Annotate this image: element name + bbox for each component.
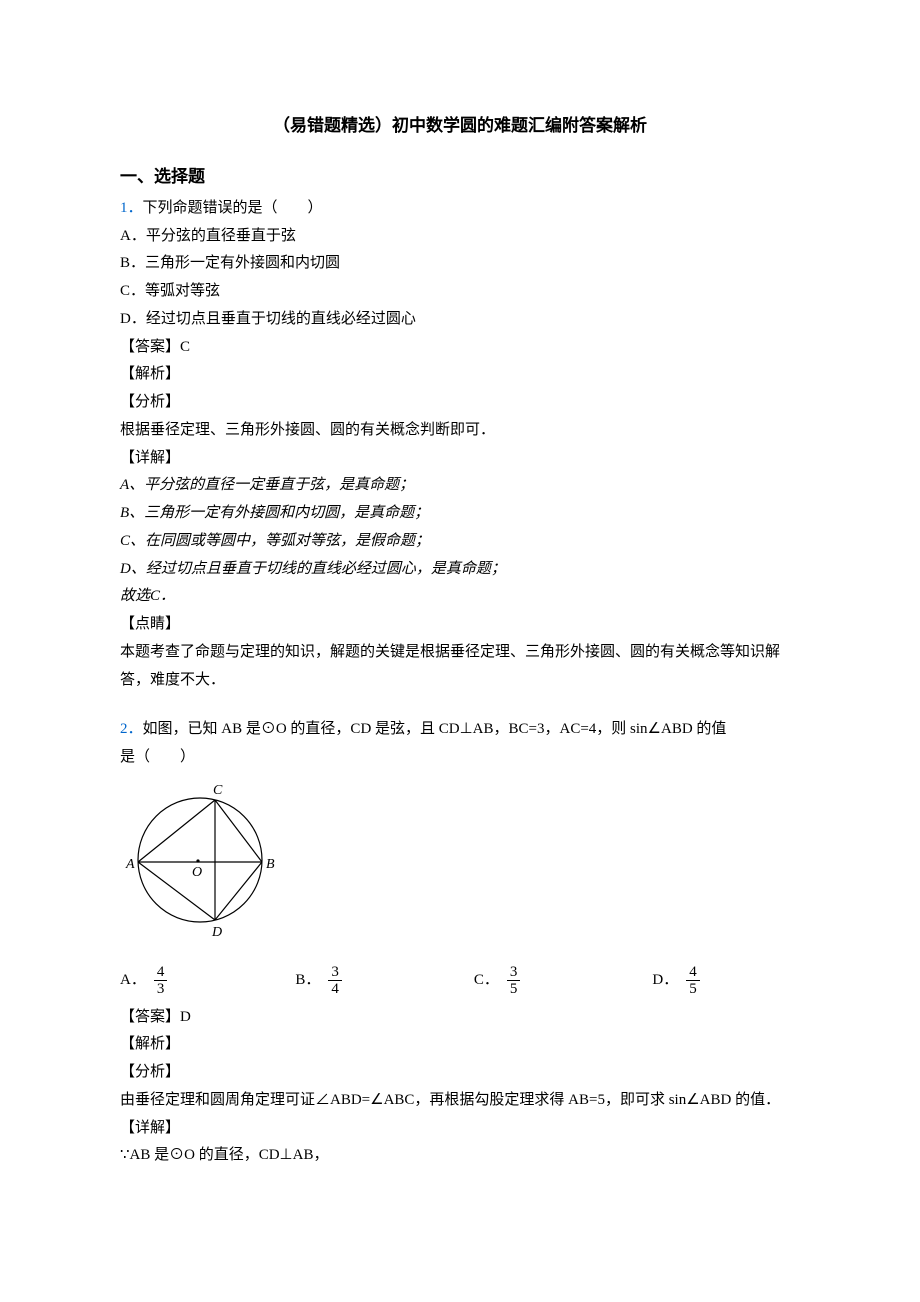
q1-opt-b: B．三角形一定有外接圆和内切圆 [120,250,800,278]
opt-d-frac: 45 [686,964,700,998]
q2-fenxi: 【分析】 [120,1059,800,1087]
q1-jiexi: 【解析】 [120,361,800,389]
q2-jiexi: 【解析】 [120,1031,800,1059]
q1-answer: 【答案】C [120,334,800,362]
q2-opt-a: A． 43 [120,964,169,998]
label-o: O [192,865,202,880]
q1-stem: 1．下列命题错误的是（ ） [120,195,800,223]
q1-dianjing: 【点睛】 [120,611,800,639]
q2-opt-b: B． 34 [295,964,344,998]
line-ac [138,800,215,862]
opt-c-label: C． [474,967,499,995]
q2-options: A． 43 B． 34 C． 35 D． 45 [120,964,800,998]
q1-fenxi-body: 根据垂径定理、三角形外接圆、圆的有关概念判断即可． [120,417,800,445]
q2-stem-line2: 是（ ） [120,744,800,772]
q1-fenxi: 【分析】 [120,389,800,417]
q1-detail-a: A、平分弦的直径一定垂直于弦，是真命题； [120,472,800,500]
q1-opt-c: C．等弧对等弦 [120,278,800,306]
label-a: A [125,857,135,872]
opt-b-label: B． [295,967,320,995]
section-heading: 一、选择题 [120,161,800,192]
q1-detail-d: D、经过切点且垂直于切线的直线必经过圆心，是真命题； [120,556,800,584]
opt-c-frac: 35 [507,964,521,998]
circle-diagram: C A B D O [120,780,290,945]
q2-xiangjie: 【详解】 [120,1115,800,1143]
opt-a-frac: 43 [154,964,168,998]
q1-opt-a: A．平分弦的直径垂直于弦 [120,223,800,251]
q1-number: 1． [120,200,143,216]
q2-stem-text-a: 如图，已知 AB 是⊙O 的直径，CD 是弦，且 CD⊥AB，BC=3，AC=4… [143,721,727,737]
q1-xiangjie: 【详解】 [120,445,800,473]
opt-b-frac: 34 [328,964,342,998]
q1-detail-b: B、三角形一定有外接圆和内切圆，是真命题； [120,500,800,528]
line-ad [138,862,215,920]
q2-figure: C A B D O [120,780,800,956]
q1-opt-d: D．经过切点且垂直于切线的直线必经过圆心 [120,306,800,334]
doc-title: （易错题精选）初中数学圆的难题汇编附答案解析 [120,110,800,141]
q2-step1: ∵AB 是⊙O 的直径，CD⊥AB， [120,1142,800,1170]
label-c: C [213,783,223,798]
q2-opt-d: D． 45 [652,964,701,998]
q1-conclusion: 故选C． [120,583,800,611]
label-d: D [211,925,222,940]
q2-answer: 【答案】D [120,1004,800,1032]
circle-o [138,798,262,922]
label-b: B [266,857,275,872]
q2-fenxi-body: 由垂径定理和圆周角定理可证∠ABD=∠ABC，再根据勾股定理求得 AB=5，即可… [120,1087,800,1115]
center-dot [196,859,199,862]
q1-dianjing-body: 本题考查了命题与定理的知识，解题的关键是根据垂径定理、三角形外接圆、圆的有关概念… [120,639,800,695]
line-bd [215,862,262,920]
q2-number: 2． [120,721,143,737]
opt-d-label: D． [652,967,678,995]
q2-opt-c: C． 35 [474,964,523,998]
q1-detail-c: C、在同圆或等圆中，等弧对等弦，是假命题； [120,528,800,556]
opt-a-label: A． [120,967,146,995]
q2-stem-line1: 2．如图，已知 AB 是⊙O 的直径，CD 是弦，且 CD⊥AB，BC=3，AC… [120,716,800,744]
q1-stem-text: 下列命题错误的是（ ） [143,200,323,216]
